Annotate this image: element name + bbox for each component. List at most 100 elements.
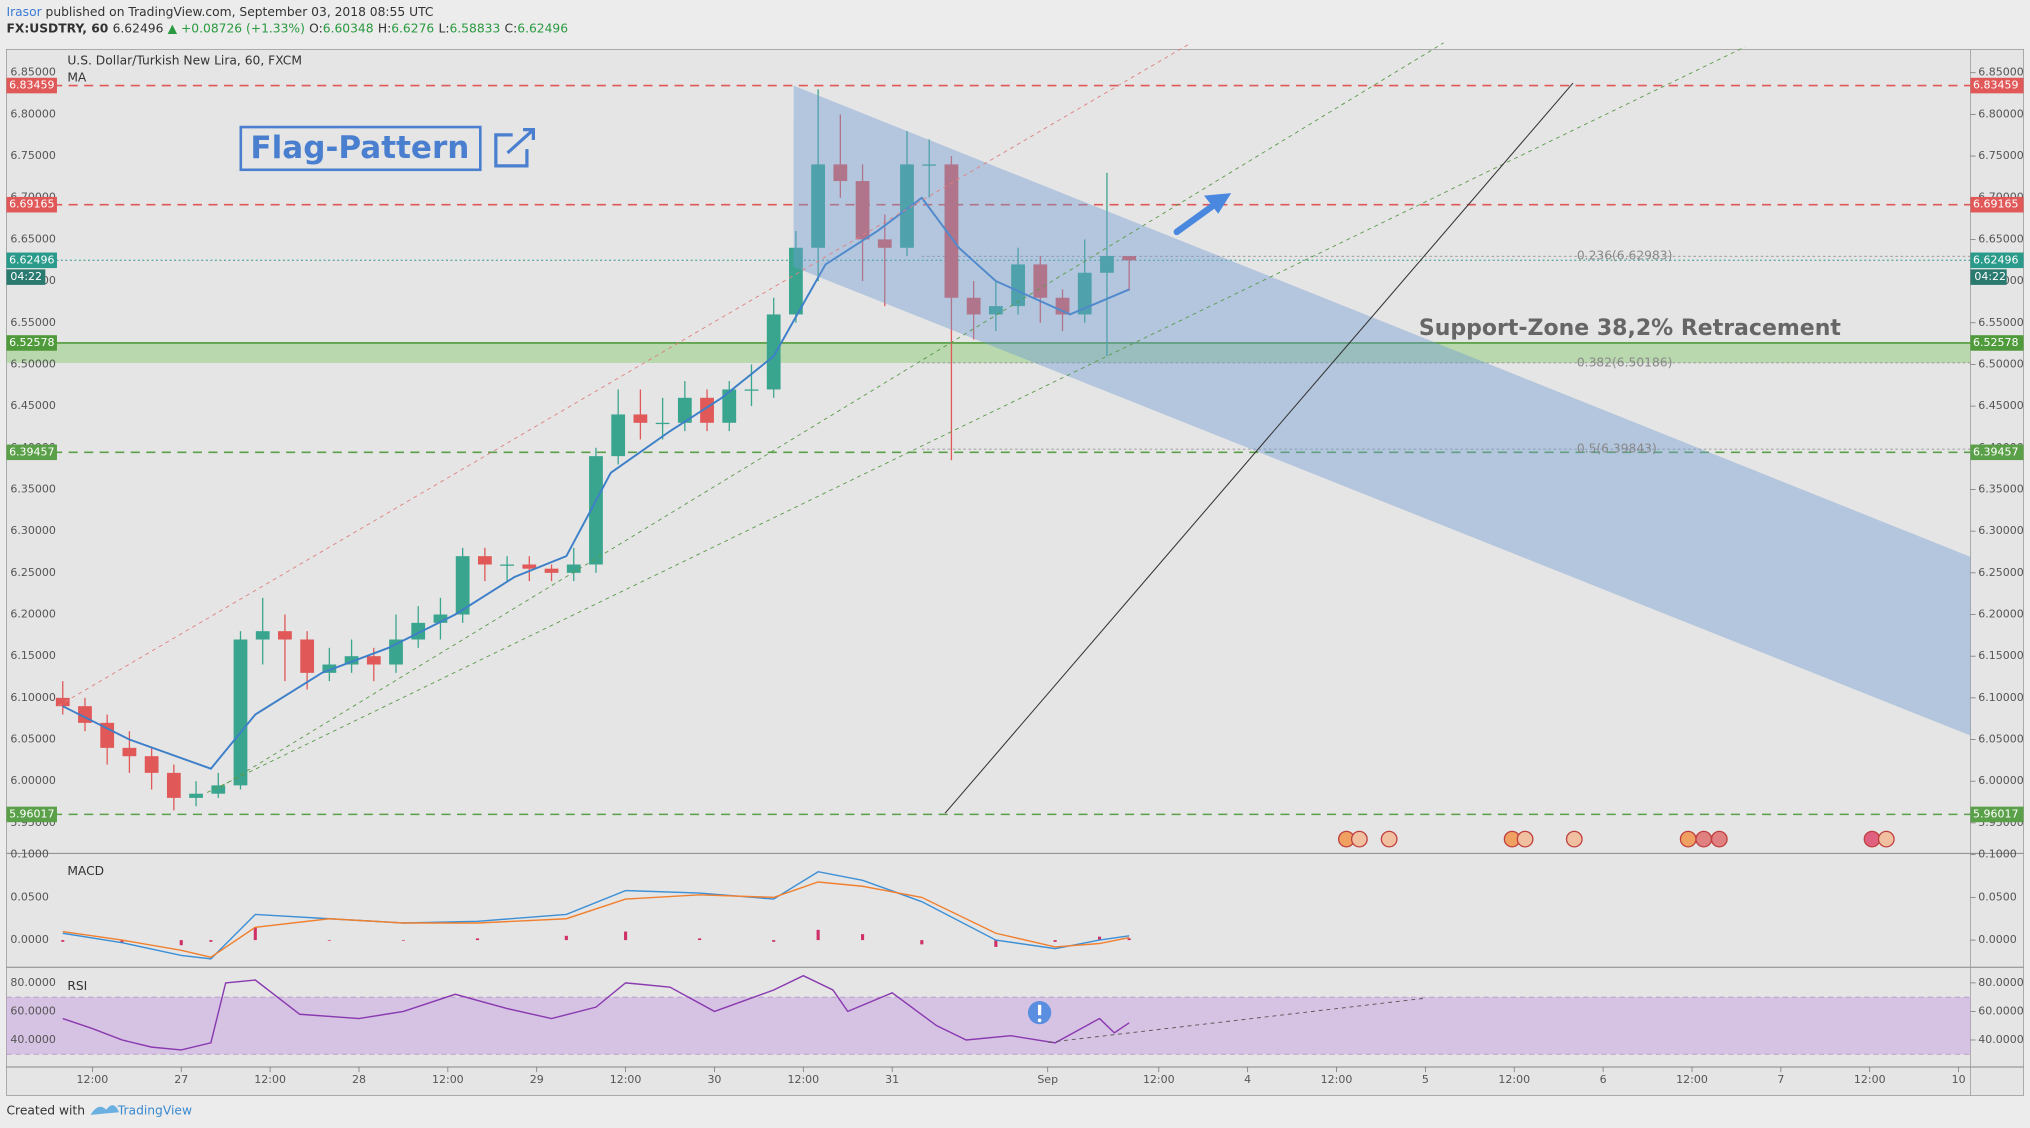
level-box [1970,444,2024,461]
histogram-bar [120,940,124,943]
y-tick-label: 60.0000 [10,1004,56,1017]
ohlc-value: 6.6276 [391,21,434,35]
histogram-bar [209,940,213,942]
histogram-bar [401,940,405,941]
level-label: 6.52578 [1973,336,2018,349]
x-tick-label: 12:00 [432,1073,464,1086]
candle-body [655,422,670,425]
candle-body [611,414,626,457]
y-tick-label: 6.65000 [10,232,56,245]
candle-body [1033,264,1048,298]
x-tick-label: 4 [1244,1073,1251,1086]
chart-frame [6,48,2024,1096]
candle-body [144,756,159,773]
annotation-box [239,125,482,172]
candle-body [900,164,914,248]
ohlc-label: H: [378,21,391,35]
candle-body [366,656,381,665]
y-tick-label: 80.0000 [1978,976,2023,989]
x-tick-label: 5 [1422,1073,1429,1086]
x-tick-label: Sep [1037,1073,1058,1086]
trend-line [219,42,1444,788]
drawings: Flag-Pattern Support-Zone 38,2% Retracem… [58,42,1971,1043]
ma-line [62,196,1130,770]
level-label: 6.69165 [1973,198,2018,211]
x-tick-label: 12:00 [1498,1073,1530,1086]
pane-title: RSI [67,979,87,993]
trend-line [944,82,1574,814]
ohlc-label: O: [309,21,323,35]
candle-body [322,664,337,673]
x-tick-label: 12:00 [1321,1073,1353,1086]
symbol: FX:USDTRY, 60 [6,21,108,35]
pane-title: MACD [67,864,104,878]
x-tick-label: 12:00 [610,1073,642,1086]
candle-body [500,564,514,566]
y-tick-label: 0.0000 [1978,933,2017,946]
candle-body [589,456,603,565]
fib-label: 0.5(6.39843) [1577,442,1657,456]
histogram-bar [698,938,702,941]
level-box [1970,335,2024,351]
level-label: 6.52578 [9,336,55,349]
event-icons [1338,830,1895,848]
x-tick-label: 29 [530,1073,544,1086]
level-label: 6.39457 [1973,445,2018,458]
y-tick-label: 40.0000 [10,1033,56,1046]
histogram-bar [994,940,998,947]
candle-body [1122,256,1137,261]
histogram-bar [816,929,820,941]
candle-body [189,793,203,798]
level-box [6,444,57,461]
header-line: Irasor published on TradingView.com, Sep… [6,4,433,18]
candle-body [433,614,448,623]
y-tick-label: 0.0500 [1978,890,2017,903]
candle-body [1011,264,1025,307]
countdown: 04:22 [10,270,42,283]
y-tick-label: 6.45000 [1978,399,2023,412]
trend-line [206,46,1746,793]
y-tick-label: 0.1000 [10,848,49,861]
candle-body [233,639,248,786]
marks-layer [55,89,1137,1051]
x-tick-label: 12:00 [1854,1073,1886,1086]
candle-body [722,389,737,423]
candle-body [744,389,759,391]
level-box [1970,77,2024,94]
rsi-band [6,997,1971,1055]
level-box [6,335,57,351]
price: 6.62496 [113,21,164,35]
countdown-box [1970,269,2007,285]
level-box [6,806,57,823]
candle-body [789,247,803,315]
ohlc-value: 6.60348 [323,21,374,35]
candle-body [677,397,692,423]
tradingview-logo[interactable] [90,1105,120,1115]
y-tick-label: 6.25000 [1978,566,2023,579]
x-tick-label: 27 [174,1073,188,1086]
x-tick-label: 12:00 [77,1073,109,1086]
footer-brand[interactable]: TradingView [117,1103,192,1117]
y-tick-label: 6.50000 [10,357,56,370]
ohlc-label: C: [505,21,518,35]
change: ▲ +0.08726 (+1.33%) [168,21,305,35]
candle-body [833,164,848,182]
rsi-trend-line [1048,997,1425,1043]
trend-line [58,42,1192,707]
flag-channel [793,85,1971,736]
y-tick-label: 6.00000 [10,774,56,787]
y-tick-label: 6.55000 [10,316,56,329]
indicator-line [62,881,1130,958]
author[interactable]: Irasor [6,4,42,18]
histogram-bar [179,940,183,946]
candle-body [855,181,870,240]
arrow [1173,193,1232,236]
level-box [1970,196,2024,213]
under-layer [6,72,1976,1073]
level-box [6,77,57,94]
candle-body [211,785,226,794]
y-tick-label: 6.30000 [1978,524,2023,537]
candle-body [877,239,892,248]
x-tick-label: 7 [1777,1073,1784,1086]
